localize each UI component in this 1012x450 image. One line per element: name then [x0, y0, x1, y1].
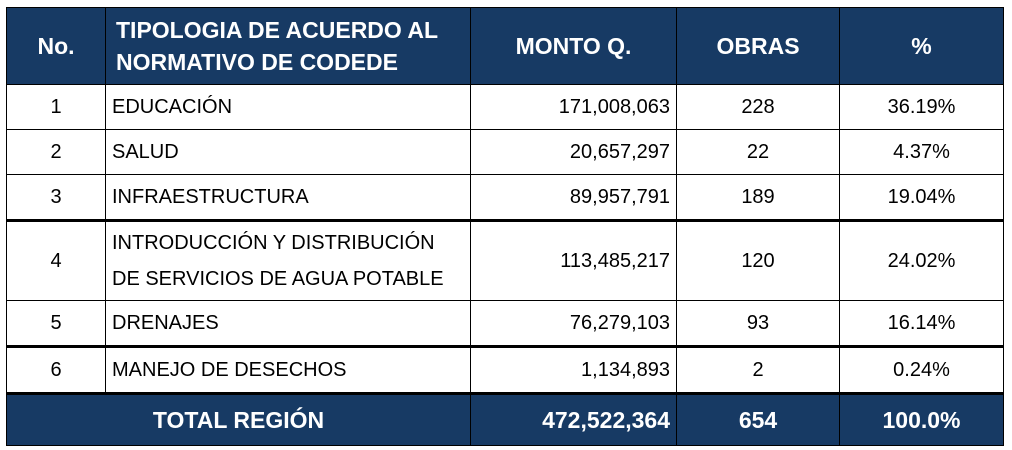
total-label: TOTAL REGIÓN [6, 392, 471, 446]
table-header-row: No. TIPOLOGIA DE ACUERDO AL NORMATIVO DE… [6, 7, 1004, 85]
row-tipologia: INFRAESTRUCTURA [105, 174, 471, 221]
row-obras: 228 [676, 84, 840, 130]
row-percent: 0.24% [839, 345, 1004, 394]
row-monto: 76,279,103 [470, 300, 677, 347]
row-percent: 24.02% [839, 219, 1004, 301]
row-percent: 4.37% [839, 129, 1004, 175]
row-monto: 20,657,297 [470, 129, 677, 175]
row-tipologia: DRENAJES [105, 300, 471, 347]
table-row: 6 MANEJO DE DESECHOS 1,134,893 2 0.24% [6, 345, 1004, 394]
row-no: 4 [6, 219, 106, 301]
row-monto: 89,957,791 [470, 174, 677, 221]
row-obras: 2 [676, 345, 840, 394]
row-monto: 1,134,893 [470, 345, 677, 394]
row-obras: 93 [676, 300, 840, 347]
row-tipologia-line1: INTRODUCCIÓN Y DISTRIBUCIÓN [112, 232, 435, 254]
row-percent: 16.14% [839, 300, 1004, 347]
row-tipologia: EDUCACIÓN [105, 84, 471, 130]
header-tipologia-line2: NORMATIVO DE CODEDE [116, 49, 398, 75]
header-no: No. [6, 7, 106, 85]
row-no: 6 [6, 345, 106, 394]
total-monto: 472,522,364 [470, 392, 677, 446]
table-row: 3 INFRAESTRUCTURA 89,957,791 189 19.04% [6, 174, 1004, 221]
table-row: 4 INTRODUCCIÓN Y DISTRIBUCIÓN DE SERVICI… [6, 219, 1004, 301]
row-tipologia: MANEJO DE DESECHOS [105, 345, 471, 394]
header-percent: % [839, 7, 1004, 85]
row-obras: 120 [676, 219, 840, 301]
total-obras: 654 [676, 392, 840, 446]
header-tipologia-line1: TIPOLOGIA DE ACUERDO AL [116, 17, 438, 43]
table-row: 1 EDUCACIÓN 171,008,063 228 36.19% [6, 84, 1004, 130]
row-obras: 189 [676, 174, 840, 221]
row-percent: 36.19% [839, 84, 1004, 130]
row-no: 5 [6, 300, 106, 347]
total-percent: 100.0% [839, 392, 1004, 446]
total-row: TOTAL REGIÓN 472,522,364 654 100.0% [6, 392, 1004, 446]
codede-typology-table-container: No. TIPOLOGIA DE ACUERDO AL NORMATIVO DE… [6, 7, 1004, 446]
row-no: 2 [6, 129, 106, 175]
header-obras: OBRAS [676, 7, 840, 85]
row-percent: 19.04% [839, 174, 1004, 221]
row-no: 1 [6, 84, 106, 130]
header-monto: MONTO Q. [470, 7, 677, 85]
row-monto: 113,485,217 [470, 219, 677, 301]
row-obras: 22 [676, 129, 840, 175]
table-row: 5 DRENAJES 76,279,103 93 16.14% [6, 300, 1004, 347]
row-no: 3 [6, 174, 106, 221]
codede-typology-table: No. TIPOLOGIA DE ACUERDO AL NORMATIVO DE… [6, 7, 1004, 446]
table-row: 2 SALUD 20,657,297 22 4.37% [6, 129, 1004, 175]
row-tipologia: INTRODUCCIÓN Y DISTRIBUCIÓN DE SERVICIOS… [105, 219, 471, 301]
row-tipologia: SALUD [105, 129, 471, 175]
row-monto: 171,008,063 [470, 84, 677, 130]
header-tipologia: TIPOLOGIA DE ACUERDO AL NORMATIVO DE COD… [105, 7, 471, 85]
row-tipologia-line2: DE SERVICIOS DE AGUA POTABLE [112, 268, 444, 290]
